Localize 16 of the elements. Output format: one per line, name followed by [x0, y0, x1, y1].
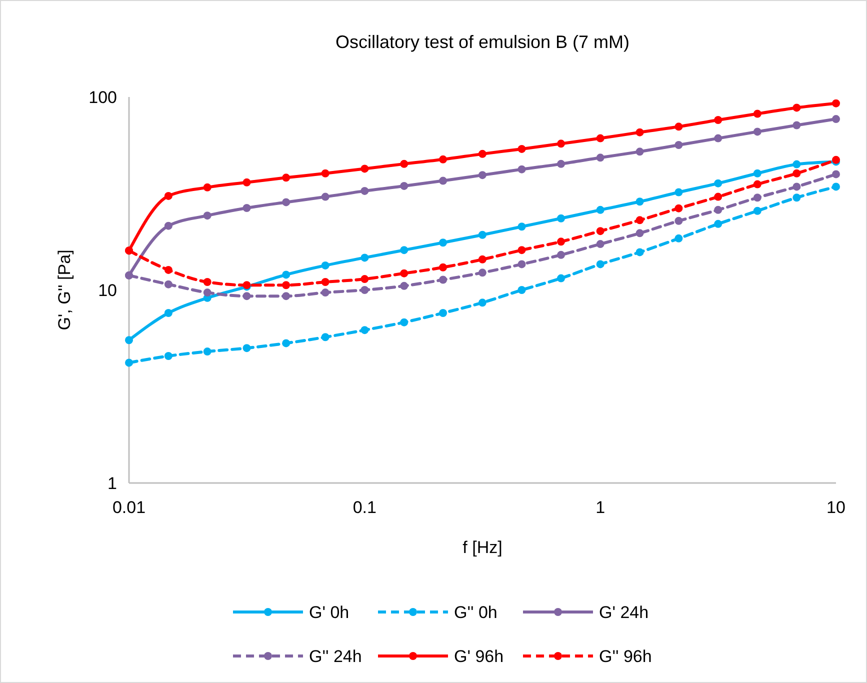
y-axis-title: G', G'' [Pa]: [55, 250, 74, 330]
legend-label: G' 96h: [454, 646, 504, 666]
legend-label: G' 0h: [309, 602, 350, 622]
x-tick-label: 0.01: [112, 498, 146, 517]
y-tick-label: 10: [98, 280, 117, 300]
x-tick-label: 1: [596, 498, 606, 517]
legend-label: G'' 24h: [309, 646, 362, 666]
chart-title: Oscillatory test of emulsion B (7 mM): [335, 32, 630, 52]
legend-label: G'' 96h: [599, 646, 652, 666]
x-tick-label: 0.1: [352, 498, 376, 517]
legend-label: G'' 0h: [454, 602, 498, 622]
y-tick-label: 1: [108, 474, 117, 493]
x-tick-label: 10: [826, 498, 846, 517]
legend-label: G' 24h: [599, 602, 649, 622]
y-tick-label: 100: [88, 88, 117, 107]
x-axis-title: f [Hz]: [462, 538, 502, 557]
